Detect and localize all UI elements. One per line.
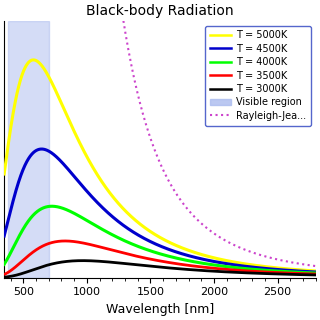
X-axis label: Wavelength [nm]: Wavelength [nm] [106, 303, 214, 316]
Legend: T = 5000K, T = 4500K, T = 4000K, T = 3500K, T = 3000K, Visible region, Rayleigh-: T = 5000K, T = 4500K, T = 4000K, T = 350… [205, 26, 311, 126]
Title: Black-body Radiation: Black-body Radiation [86, 4, 234, 18]
Bar [8, 21, 49, 277]
